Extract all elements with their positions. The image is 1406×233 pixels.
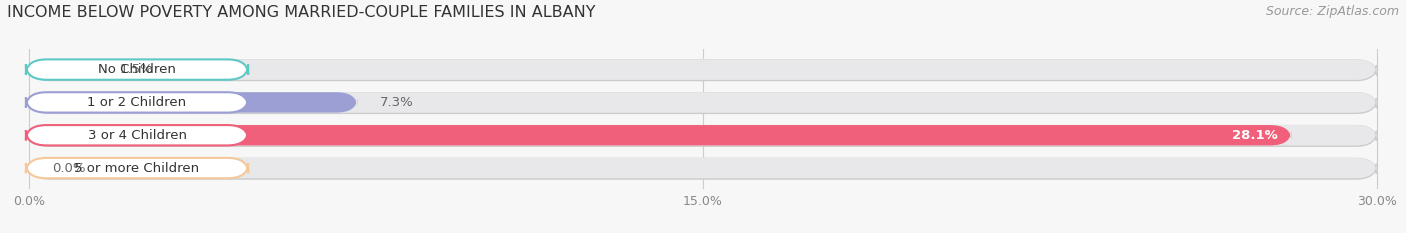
FancyBboxPatch shape: [30, 125, 1376, 145]
Text: 7.3%: 7.3%: [380, 96, 413, 109]
Text: 1 or 2 Children: 1 or 2 Children: [87, 96, 187, 109]
Text: INCOME BELOW POVERTY AMONG MARRIED-COUPLE FAMILIES IN ALBANY: INCOME BELOW POVERTY AMONG MARRIED-COUPL…: [7, 5, 596, 20]
Text: Source: ZipAtlas.com: Source: ZipAtlas.com: [1265, 5, 1399, 18]
FancyBboxPatch shape: [30, 126, 1376, 146]
FancyBboxPatch shape: [30, 125, 1291, 145]
FancyBboxPatch shape: [30, 93, 1376, 113]
FancyBboxPatch shape: [25, 59, 247, 80]
FancyBboxPatch shape: [30, 92, 357, 113]
Text: 0.0%: 0.0%: [52, 161, 86, 175]
Text: 1.5%: 1.5%: [120, 63, 153, 76]
FancyBboxPatch shape: [30, 60, 1376, 80]
FancyBboxPatch shape: [30, 59, 97, 80]
Text: No Children: No Children: [98, 63, 176, 76]
FancyBboxPatch shape: [25, 125, 247, 145]
FancyBboxPatch shape: [30, 59, 1376, 80]
FancyBboxPatch shape: [30, 92, 1376, 113]
FancyBboxPatch shape: [30, 158, 1376, 178]
Text: 5 or more Children: 5 or more Children: [75, 161, 200, 175]
Text: 28.1%: 28.1%: [1232, 129, 1278, 142]
FancyBboxPatch shape: [25, 92, 247, 113]
FancyBboxPatch shape: [30, 159, 1376, 179]
Text: 3 or 4 Children: 3 or 4 Children: [87, 129, 187, 142]
FancyBboxPatch shape: [25, 158, 247, 178]
